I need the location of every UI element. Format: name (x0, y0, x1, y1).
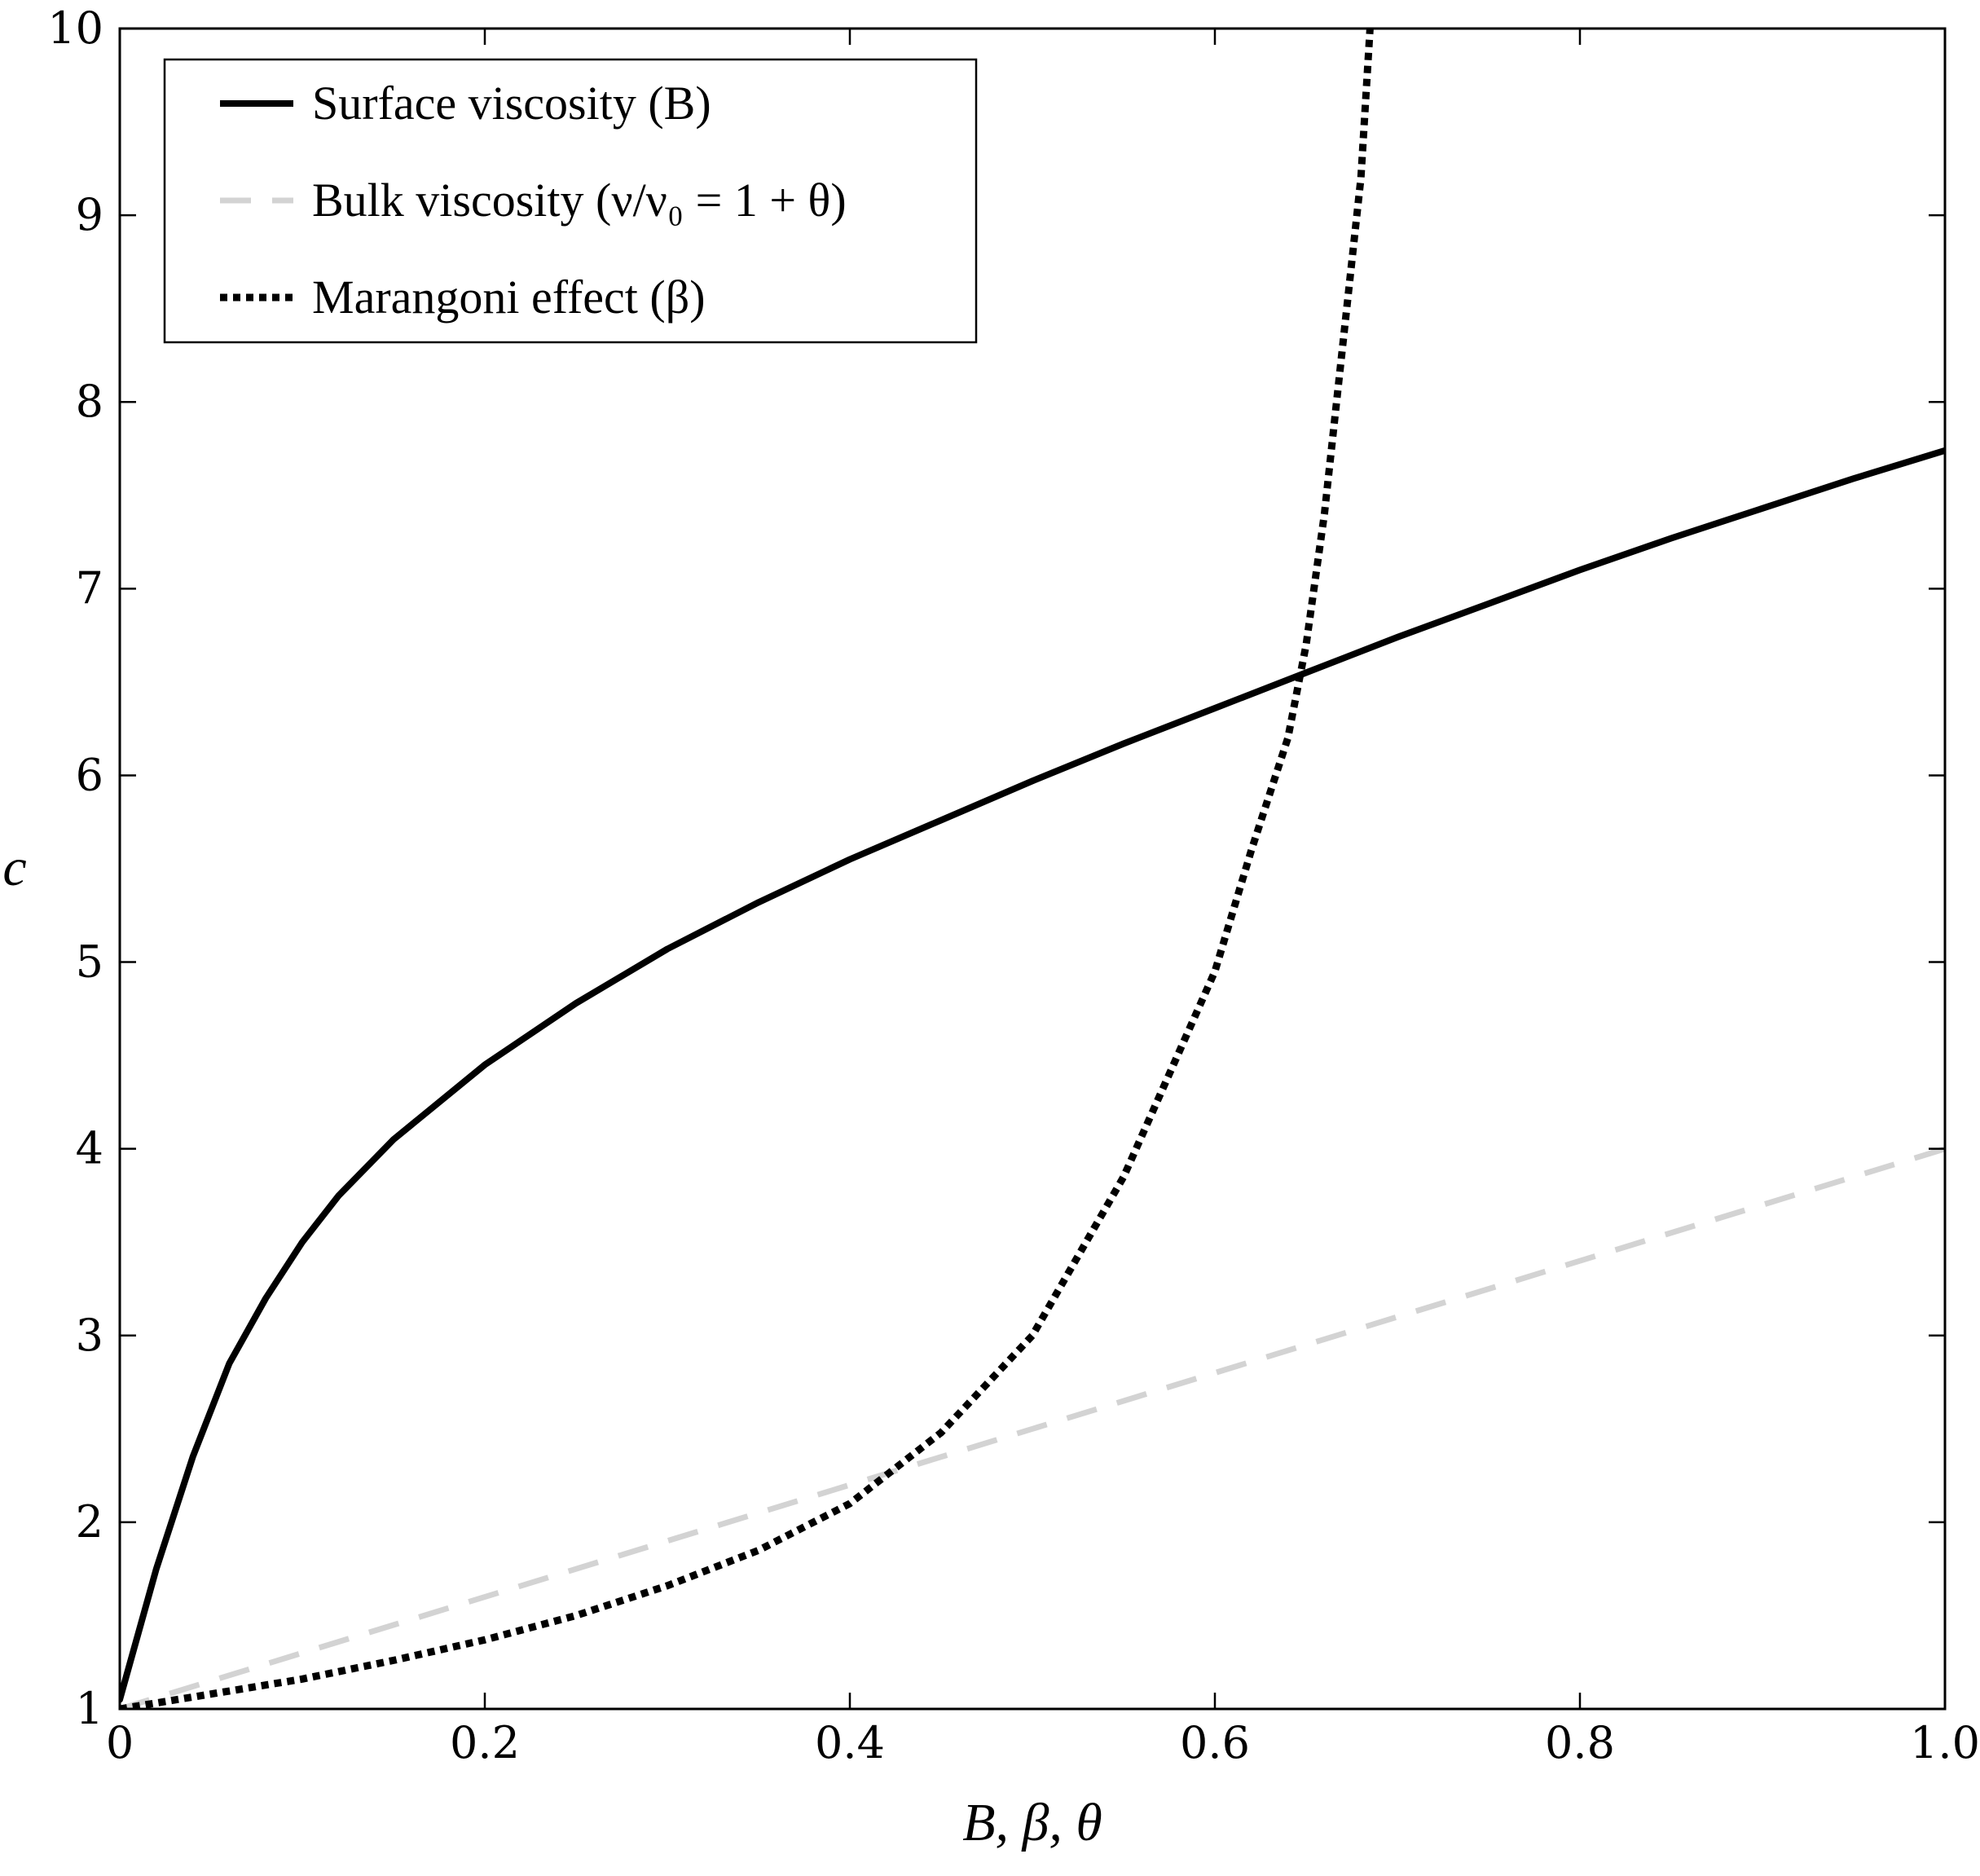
x-tick-label: 0.2 (450, 1717, 520, 1768)
y-tick-label: 2 (76, 1496, 103, 1548)
series-line-dotted (120, 29, 1374, 1709)
x-tick-label: 1.0 (1910, 1717, 1980, 1768)
y-tick-label: 10 (47, 2, 103, 54)
plot-marks (120, 29, 1945, 1709)
series-line-dashed (120, 1146, 1945, 1709)
x-tick-label: 0.4 (815, 1717, 885, 1768)
y-tick-label: 7 (76, 562, 103, 614)
legend: Surface viscosity (B) Bulk viscosity (ν/ν… (163, 58, 978, 344)
x-tick-label: 0.6 (1180, 1717, 1250, 1768)
x-tick-label: 0 (106, 1717, 134, 1768)
axis-ticks: 0 0.2 0.4 0.6 0.8 1.0 1 2 3 4 5 6 7 8 9 10 (47, 2, 1980, 1768)
legend-label: Bulk viscosity (ν/ν₀ = 1 + θ) (312, 174, 847, 227)
x-tick-label: 0.8 (1545, 1717, 1615, 1768)
x-axis-title: B, β, θ (962, 1793, 1102, 1852)
y-axis-title: c (2, 838, 26, 897)
plot-frame (118, 27, 1947, 1711)
legend-label: Marangoni effect (β) (312, 271, 706, 324)
y-tick-label: 5 (76, 936, 103, 988)
y-tick-label: 4 (76, 1123, 103, 1174)
y-tick-label: 3 (76, 1310, 103, 1361)
legend-box (163, 58, 978, 344)
legend-label: Surface viscosity (B) (312, 77, 711, 130)
y-tick-label: 8 (76, 376, 103, 427)
y-tick-label: 1 (76, 1683, 103, 1734)
series-line-solid (120, 447, 1945, 1703)
y-tick-label: 6 (76, 749, 103, 800)
y-tick-label: 9 (76, 189, 103, 240)
